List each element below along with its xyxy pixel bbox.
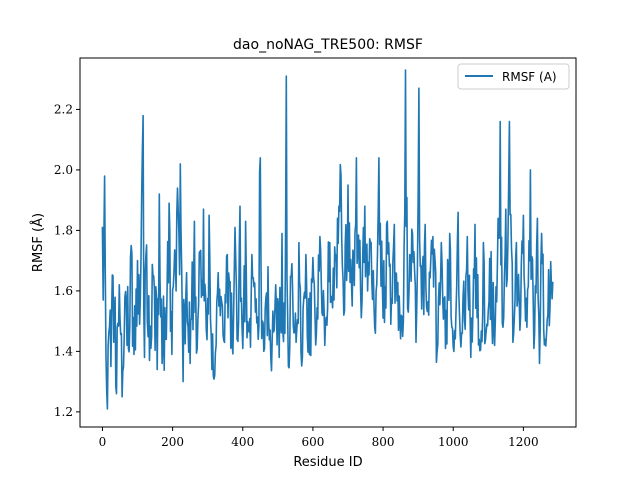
x-tick-label: 200 (161, 435, 184, 449)
y-tick-label: 2.2 (54, 102, 73, 116)
legend: RMSF (A) (457, 63, 570, 90)
x-tick-label: 600 (301, 435, 324, 449)
y-tick-label: 2.0 (54, 163, 73, 177)
x-tick-label: 800 (372, 435, 395, 449)
x-tick-label: 1200 (508, 435, 539, 449)
x-tick-label: 400 (231, 435, 254, 449)
y-tick-label: 1.6 (54, 284, 73, 298)
x-tick-label: 0 (99, 435, 107, 449)
y-tick-label: 1.4 (54, 344, 73, 358)
y-axis: 1.2 1.4 1.6 1.8 2.0 2.2 (54, 102, 80, 419)
plot-frame (79, 57, 577, 428)
x-axis: 0 200 400 600 800 1000 1200 (99, 427, 539, 449)
y-axis-label: RMSF (Å) (30, 213, 46, 272)
x-axis-label: Residue ID (293, 455, 362, 470)
legend-label-rmsf-a: RMSF (A) (502, 70, 557, 84)
y-tick-label: 1.2 (54, 405, 73, 419)
legend-box (457, 63, 570, 90)
series-line-rmsf-a (101, 69, 554, 410)
x-tick-label: 1000 (438, 435, 469, 449)
chart-title: dao_noNAG_TRE500: RMSF (233, 37, 423, 53)
y-tick-label: 1.8 (54, 223, 73, 237)
plot-area (79, 57, 577, 428)
